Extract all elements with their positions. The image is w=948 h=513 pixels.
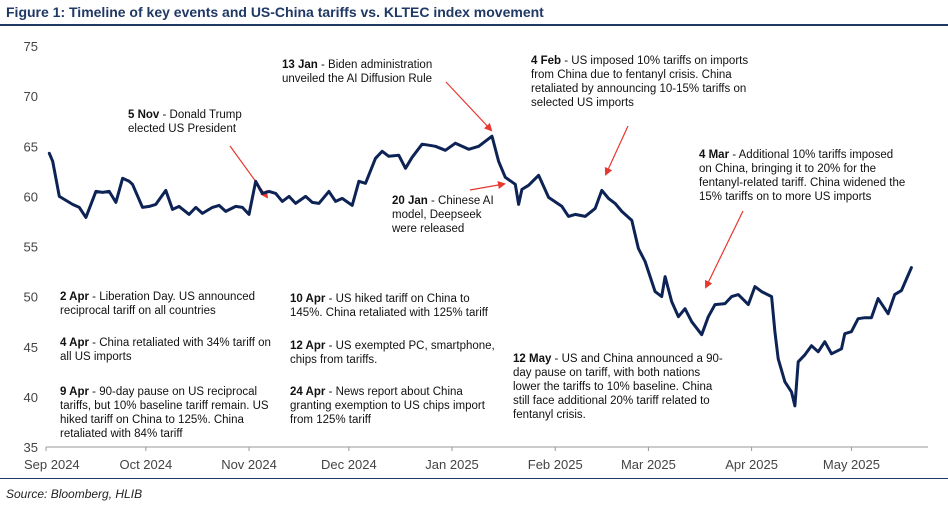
series-line [47,134,913,408]
arrow-13-jan [445,81,493,132]
annotation-text: - China retaliated with 34% tariff on al… [60,337,271,363]
source-note: Source: Bloomberg, HLIB [6,487,143,501]
chart-series [47,134,913,408]
annotation-date: 5 Nov [128,109,160,121]
annotation-date: 20 Jan [392,195,428,207]
x-tick-label: Apr 2025 [725,457,778,472]
annotation-date: 4 Apr [60,337,89,349]
y-tick-label: 50 [24,290,38,305]
arrow-4-feb [604,125,629,176]
y-tick-label: 35 [24,440,38,455]
annotation-date: 4 Mar [699,149,730,161]
arrow-20-jan [469,181,506,191]
annotation-date: 13 Jan [282,59,318,71]
annotation-text: - Liberation Day. US announced reciproca… [60,291,255,317]
x-tick-label: Sep 2024 [24,457,80,472]
annotation-text: - Additional 10% tariffs imposed on Chin… [699,149,906,203]
annotation-text: - Biden administration unveiled the AI D… [282,59,433,85]
footer-divider [0,478,948,479]
x-tick-label: May 2025 [823,457,880,472]
x-tick-label: Nov 2024 [221,457,277,472]
annotation-date: 24 Apr [290,386,326,398]
annotation-9-apr: 9 Apr - 90-day pause on US reciprocal ta… [60,385,270,441]
annotation-4-apr: 4 Apr - China retaliated with 34% tariff… [60,336,272,364]
annotation-date: 10 Apr [290,293,326,305]
annotation-date: 9 Apr [60,386,89,398]
annotation-12-may: 12 May - US and China announced a 90-day… [513,352,725,422]
annotation-10-apr: 10 Apr - US hiked tariff on China to 145… [290,292,490,320]
arrow-4-mar [705,210,744,289]
annotation-date: 12 May [513,353,552,365]
annotation-20-jan: 20 Jan - Chinese AI model, Deepseek were… [392,194,504,236]
annotation-12-apr: 12 Apr - US exempted PC, smartphone, chi… [290,339,495,367]
annotation-date: 12 Apr [290,340,326,352]
annotation-date: 4 Feb [531,55,562,67]
annotation-text: - US hiked tariff on China to 145%. Chin… [290,293,488,319]
annotation-4-feb: 4 Feb - US imposed 10% tariffs on import… [531,54,771,110]
annotation-text: - Chinese AI model, Deepseek were releas… [392,195,494,235]
annotation-13-jan: 13 Jan - Biden administration unveiled t… [282,58,442,86]
title-divider [0,24,948,26]
annotation-date: 2 Apr [60,291,89,303]
x-tick-label: Dec 2024 [321,457,377,472]
annotation-2-apr: 2 Apr - Liberation Day. US announced rec… [60,290,265,318]
y-tick-label: 40 [24,390,38,405]
annotation-text: - News report about China granting exemp… [290,386,485,426]
annotation-text: - 90-day pause on US reciprocal tariffs,… [60,386,269,440]
y-tick-label: 45 [24,340,38,355]
x-tick-label: Feb 2025 [528,457,583,472]
x-tick-label: Oct 2024 [119,457,172,472]
y-tick-label: 65 [24,139,38,154]
y-tick-label: 55 [24,240,38,255]
annotation-text: - US and China announced a 90-day pause … [513,353,723,421]
y-tick-label: 75 [24,39,38,54]
x-tick-label: Jan 2025 [425,457,479,472]
annotation-text: - US imposed 10% tariffs on imports from… [531,55,749,109]
chart-axes: 35 40 45 50 55 60 65 70 75 Sep 2024 Oct 2024 Nov 20… [24,39,928,472]
annotation-text: - US exempted PC, smartphone, chips from… [290,340,495,366]
annotation-5-nov: 5 Nov - Donald Trump elected US Presiden… [128,108,278,136]
y-tick-label: 70 [24,89,38,104]
annotation-arrows [229,81,744,289]
x-tick-label: Mar 2025 [621,457,676,472]
y-tick-label: 60 [24,189,38,204]
annotation-4-mar: 4 Mar - Additional 10% tariffs imposed o… [699,148,909,204]
annotation-text: - Donald Trump elected US President [128,109,242,135]
figure-title: Figure 1: Timeline of key events and US-… [6,4,544,20]
annotation-24-apr: 24 Apr - News report about China grantin… [290,385,490,427]
